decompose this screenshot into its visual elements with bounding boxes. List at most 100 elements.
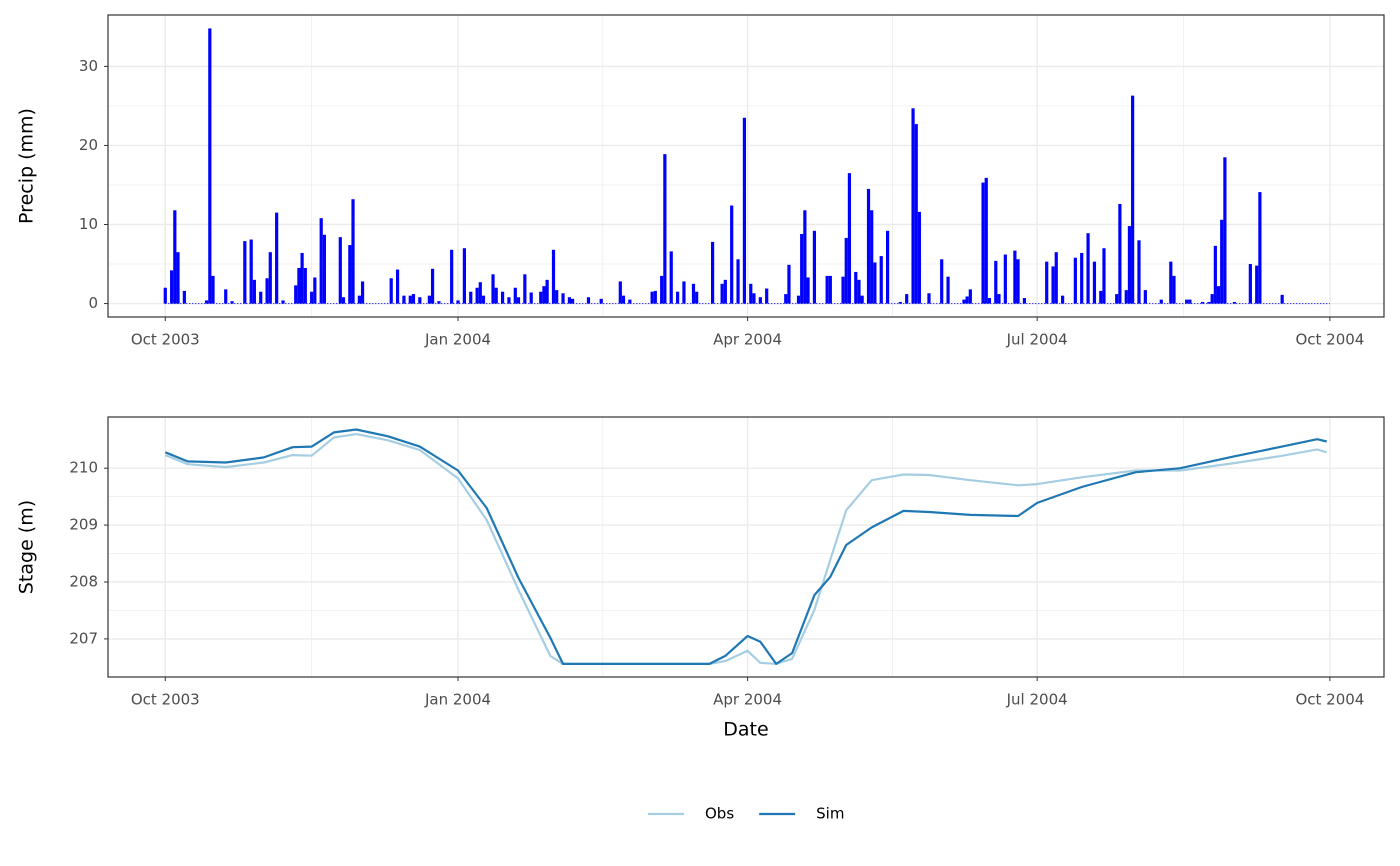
bar xyxy=(1045,261,1049,304)
bar xyxy=(1086,233,1090,304)
bar xyxy=(539,291,543,304)
bar xyxy=(268,252,272,304)
bar xyxy=(1124,290,1128,304)
panel-border xyxy=(107,416,1385,678)
panel-border xyxy=(107,14,1385,318)
bar xyxy=(297,267,301,304)
bar xyxy=(796,295,801,304)
bar xyxy=(523,274,527,304)
bar xyxy=(570,298,575,304)
bar xyxy=(669,251,673,304)
bar xyxy=(1073,257,1077,304)
bar xyxy=(1092,261,1097,304)
bar xyxy=(1013,250,1017,304)
bar xyxy=(408,295,412,304)
bar xyxy=(313,277,317,304)
bar xyxy=(1188,299,1192,304)
bar xyxy=(1102,248,1106,304)
bar xyxy=(281,300,285,304)
bar xyxy=(1169,261,1173,304)
bar xyxy=(1061,295,1065,304)
bar xyxy=(1143,290,1147,304)
bar xyxy=(870,210,874,304)
x-tick-label: Oct 2004 xyxy=(1295,331,1364,349)
bar xyxy=(500,291,505,304)
x-tick-label: Jul 2004 xyxy=(1006,691,1068,709)
bar xyxy=(529,292,533,304)
bar xyxy=(173,210,177,304)
bar xyxy=(294,285,298,304)
bar xyxy=(1201,301,1205,304)
y-tick-label: 210 xyxy=(69,459,98,477)
bar xyxy=(395,269,400,304)
bar xyxy=(1255,265,1259,304)
bar xyxy=(1232,301,1237,304)
bar xyxy=(275,212,279,304)
bar xyxy=(886,230,890,304)
bar xyxy=(854,271,858,304)
bar xyxy=(1207,301,1211,304)
bar xyxy=(1223,157,1227,304)
bar xyxy=(800,233,804,304)
bar xyxy=(252,279,256,304)
bar xyxy=(491,274,495,304)
bar xyxy=(303,267,307,304)
bar xyxy=(981,182,985,304)
bar xyxy=(825,275,829,304)
bar xyxy=(650,291,654,304)
bar xyxy=(847,173,852,304)
bar xyxy=(660,275,664,304)
bar xyxy=(1080,252,1084,304)
x-tick-label: Oct 2003 xyxy=(131,691,200,709)
bar xyxy=(1159,299,1163,304)
y-tick-label: 20 xyxy=(79,136,98,154)
bar xyxy=(742,117,747,304)
bar xyxy=(411,294,416,304)
bar xyxy=(940,259,944,304)
bar xyxy=(170,270,174,304)
bar xyxy=(319,218,323,304)
bar xyxy=(653,290,657,304)
bar xyxy=(984,177,988,304)
bar xyxy=(182,290,186,304)
bar xyxy=(338,237,342,304)
bar xyxy=(752,293,756,304)
bar xyxy=(1115,294,1119,304)
legend-label: Obs xyxy=(705,805,734,823)
bar xyxy=(1131,95,1135,304)
bar xyxy=(402,295,406,304)
bar xyxy=(1216,286,1221,304)
bar xyxy=(1127,226,1132,304)
bar xyxy=(723,279,727,304)
bar xyxy=(555,290,559,304)
bar xyxy=(586,297,591,304)
bar xyxy=(418,297,422,304)
bar xyxy=(691,283,696,304)
bar xyxy=(844,237,848,304)
bar xyxy=(911,108,915,304)
y-tick-label: 209 xyxy=(69,516,98,534)
bar xyxy=(475,287,479,304)
bar xyxy=(360,281,365,304)
bar xyxy=(551,249,556,304)
y-tick-label: 30 xyxy=(79,57,98,75)
bar xyxy=(866,188,871,304)
bar xyxy=(1003,254,1007,304)
bar xyxy=(898,301,902,304)
bar xyxy=(450,249,454,304)
bar xyxy=(1137,240,1141,304)
x-tick-label: Jan 2004 xyxy=(424,331,491,349)
bar xyxy=(628,299,632,304)
bar xyxy=(621,295,626,304)
series-line xyxy=(164,433,1328,665)
bar xyxy=(430,268,435,304)
y-axis-title: Stage (m) xyxy=(16,500,38,594)
bar xyxy=(828,275,832,304)
x-tick-label: Apr 2004 xyxy=(713,691,782,709)
bar xyxy=(1118,203,1122,304)
bar xyxy=(994,260,998,304)
bar xyxy=(437,301,441,304)
bar xyxy=(163,287,167,304)
bar xyxy=(389,278,393,304)
bar xyxy=(962,299,966,304)
